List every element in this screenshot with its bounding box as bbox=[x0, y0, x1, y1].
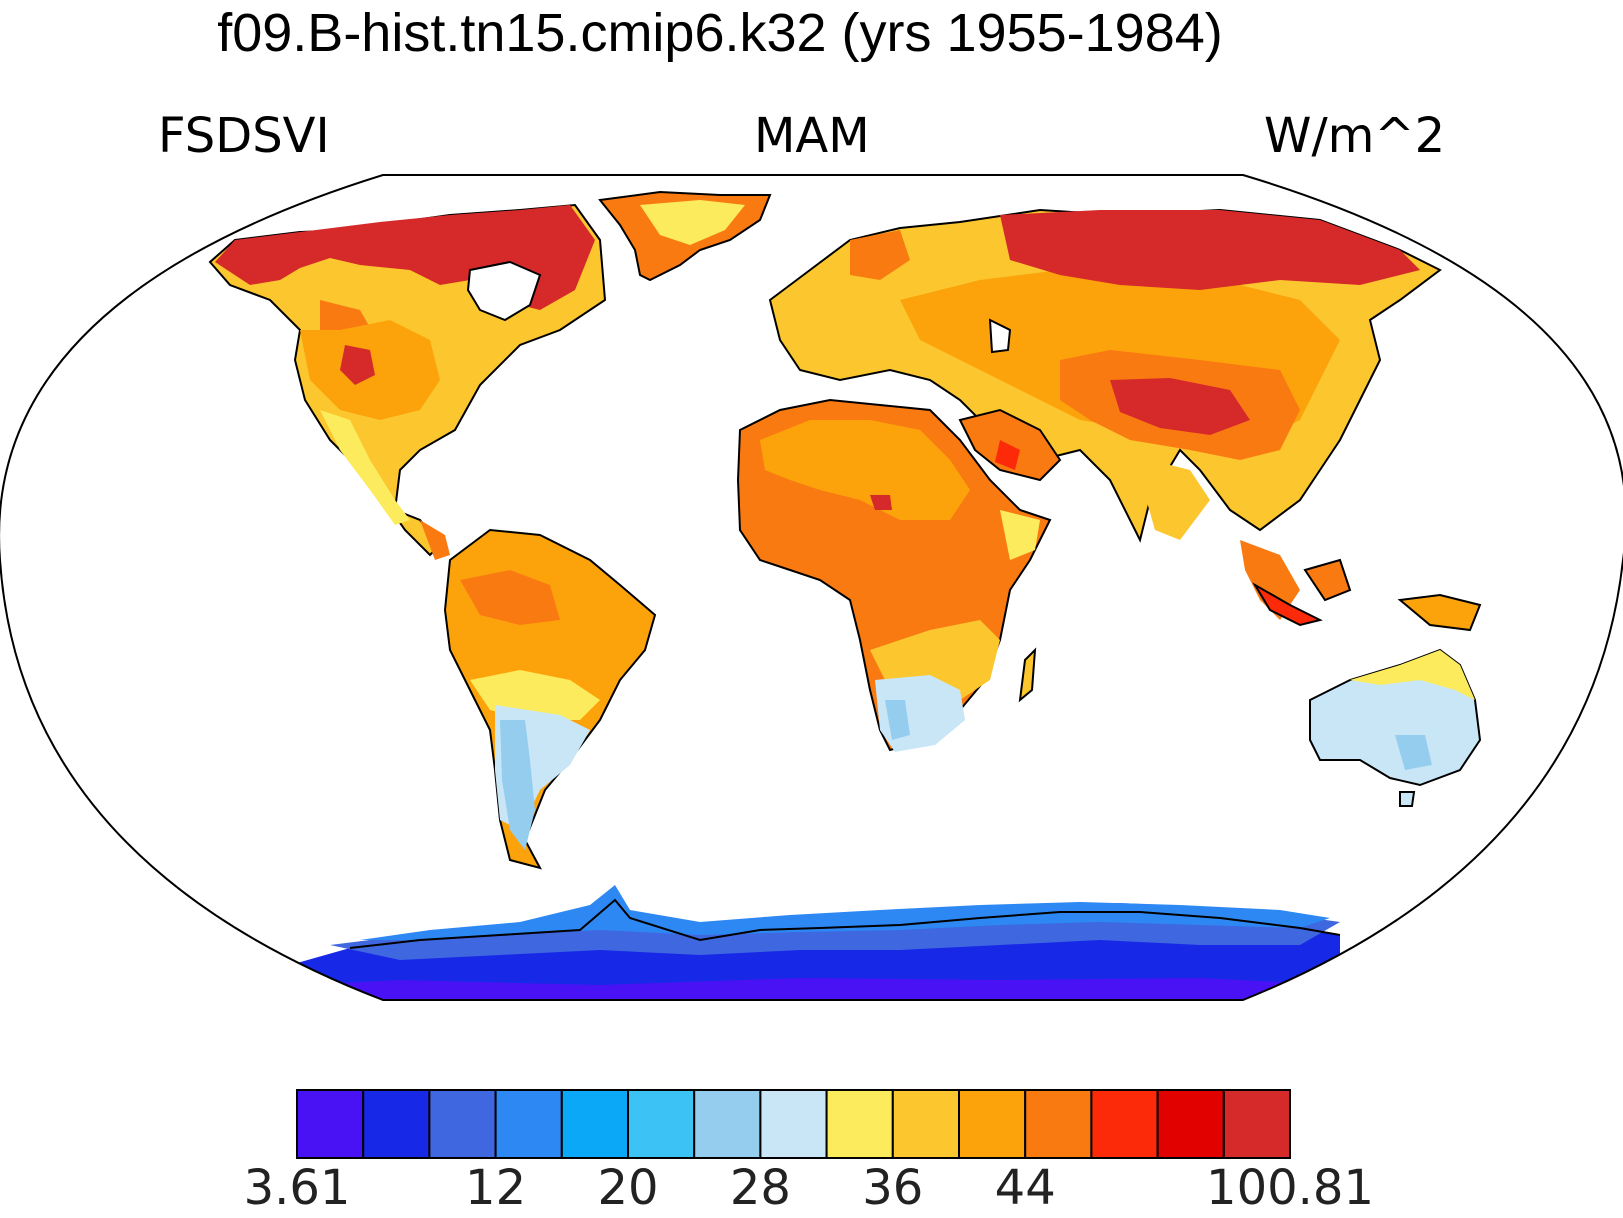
plot-title: f09.B-hist.tn15.cmip6.k32 (yrs 1955-1984… bbox=[217, 3, 1223, 63]
colorbar-swatch-6 bbox=[693, 1089, 762, 1159]
colorbar-swatch-13 bbox=[1156, 1089, 1225, 1159]
colorbar-swatch-12 bbox=[1090, 1089, 1159, 1159]
south-america-region bbox=[443, 528, 657, 870]
colorbar-swatch-3 bbox=[494, 1089, 563, 1159]
colorbar-label: 36 bbox=[862, 1160, 924, 1216]
colorbar-label: 20 bbox=[597, 1160, 659, 1216]
antarctica-region bbox=[290, 885, 1341, 1000]
colorbar-swatch-5 bbox=[627, 1089, 696, 1159]
colorbar-swatch-8 bbox=[825, 1089, 894, 1159]
units-label: W/m^2 bbox=[1264, 108, 1446, 164]
colorbar-swatch-0 bbox=[296, 1089, 365, 1159]
colorbar-swatch-10 bbox=[958, 1089, 1027, 1159]
season-label: MAM bbox=[754, 108, 870, 164]
colorbar-label: 44 bbox=[994, 1160, 1056, 1216]
australia-region bbox=[1309, 648, 1482, 807]
africa-region bbox=[736, 398, 1062, 752]
colorbar-swatch-14 bbox=[1222, 1089, 1292, 1159]
maritime-asia-region bbox=[1252, 558, 1482, 632]
colorbar-label: 12 bbox=[465, 1160, 527, 1216]
colorbar-swatch-1 bbox=[362, 1089, 431, 1159]
colorbar-label: 100.81 bbox=[1206, 1160, 1374, 1216]
colorbar-label: 28 bbox=[729, 1160, 791, 1216]
colorbar-label: 3.61 bbox=[243, 1160, 351, 1216]
colorbar-swatch-11 bbox=[1024, 1089, 1093, 1159]
variable-label: FSDSVI bbox=[158, 108, 330, 164]
colorbar-swatch-9 bbox=[891, 1089, 960, 1159]
north-america-region bbox=[208, 203, 607, 560]
eurasia-region bbox=[768, 208, 1442, 620]
colorbar-swatch-4 bbox=[560, 1089, 629, 1159]
colorbar-swatch-7 bbox=[759, 1089, 828, 1159]
colorbar-swatch-2 bbox=[428, 1089, 497, 1159]
map-projection-border bbox=[0, 174, 1623, 1001]
